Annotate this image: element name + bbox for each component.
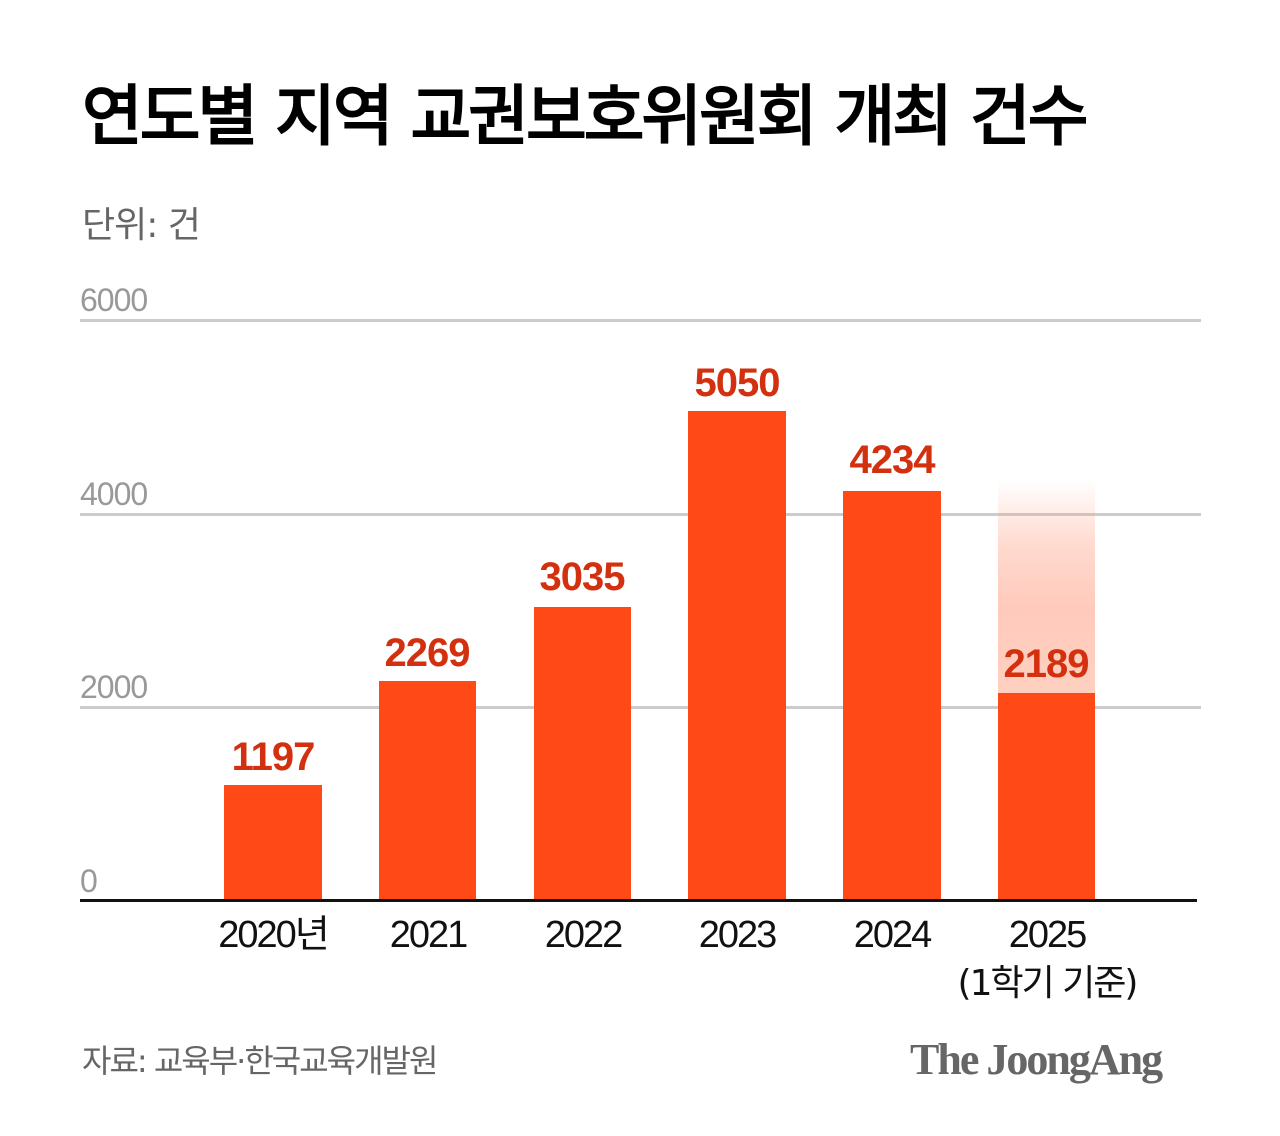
value-label-2025: 2189 — [1003, 642, 1090, 686]
value-label-2024: 4234 — [849, 438, 936, 482]
y-tick-2000: 2000 — [80, 669, 148, 705]
y-tick-0: 0 — [80, 863, 98, 899]
bar-2021 — [379, 681, 476, 901]
bar-2023 — [688, 411, 786, 901]
value-label-2021: 2269 — [384, 631, 471, 675]
y-tick-4000: 4000 — [80, 476, 148, 512]
x-label-2020: 2020년 — [218, 914, 330, 956]
bar-2020 — [224, 785, 322, 901]
gridline-4000 — [80, 513, 1201, 516]
x-label-2025: 2025 — [1008, 914, 1088, 956]
chart-title: 연도별 지역 교권보호위원회 개최 건수 — [82, 78, 1088, 155]
unit-label: 단위: 건 — [82, 205, 201, 246]
x-sublabel-2025: (1학기 기준) — [957, 963, 1139, 1004]
value-label-2022: 3035 — [539, 555, 626, 599]
bar-2025-projection-fade — [998, 480, 1095, 693]
value-label-2023: 5050 — [694, 361, 781, 405]
x-label-2023: 2023 — [698, 914, 778, 956]
y-tick-6000: 6000 — [80, 282, 148, 318]
x-label-2022: 2022 — [544, 914, 624, 956]
bar-2025 — [998, 693, 1095, 901]
source-note: 자료: 교육부·한국교육개발원 — [82, 1042, 438, 1080]
gridline-6000 — [80, 319, 1201, 322]
value-label-2020: 1197 — [231, 735, 316, 779]
x-axis-baseline — [80, 899, 1197, 902]
x-label-2024: 2024 — [853, 914, 933, 956]
publisher-logo: The JoongAng — [910, 1035, 1163, 1084]
x-label-2021: 2021 — [389, 914, 469, 956]
bar-2024 — [843, 491, 941, 901]
bar-2022 — [534, 607, 631, 901]
gridline-2000 — [80, 706, 1201, 709]
